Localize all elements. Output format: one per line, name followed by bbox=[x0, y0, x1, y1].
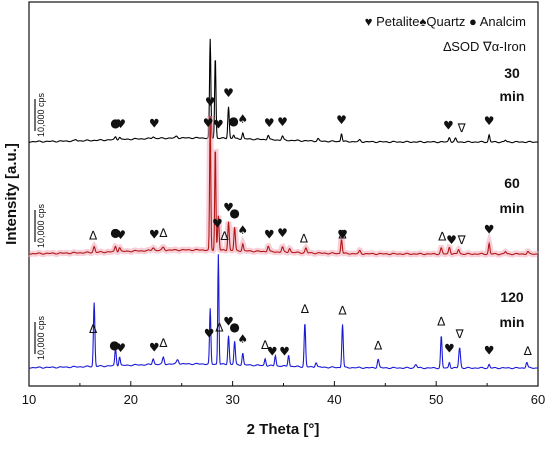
sod-marker: ∆ bbox=[299, 232, 309, 246]
sod-marker: ∆ bbox=[158, 226, 168, 240]
y-axis-title: Intensity [a.u.] bbox=[3, 143, 20, 245]
quartz-marker: ♠ bbox=[237, 112, 248, 126]
petalite-marker: ♥ bbox=[267, 344, 278, 358]
traces-layer bbox=[28, 38, 539, 370]
series-label: 120 bbox=[500, 289, 524, 305]
x-tick-label: 20 bbox=[124, 392, 138, 407]
petalite-marker: ♥ bbox=[484, 114, 495, 128]
series-labels: 30 min 60 min 120 min bbox=[500, 65, 525, 330]
series-label: min bbox=[500, 200, 525, 216]
x-tick-label: 60 bbox=[531, 392, 545, 407]
x-tick-label: 30 bbox=[225, 392, 239, 407]
legend-row-2: ∆SOD ∇α-Iron bbox=[443, 39, 526, 54]
iron-marker: ∇ bbox=[457, 233, 467, 247]
sod-marker: ∆ bbox=[300, 302, 310, 316]
sod-marker: ∆ bbox=[437, 230, 447, 244]
x-tick-label: 10 bbox=[22, 392, 36, 407]
petalite-marker: ♥ bbox=[204, 326, 215, 340]
petalite-marker: ♥ bbox=[203, 116, 214, 130]
scale-bars: 10,000 cps 10,000 cps 10,000 cps bbox=[34, 92, 46, 360]
sod-marker: ∆ bbox=[219, 229, 229, 243]
petalite-marker: ♥ bbox=[443, 119, 454, 133]
petalite-marker: ♥ bbox=[337, 228, 348, 242]
sod-marker: ∆ bbox=[373, 338, 383, 352]
petalite-marker: ♥ bbox=[446, 233, 457, 247]
scale-bar-label: 10,000 cps bbox=[36, 315, 46, 360]
legend-row-1: ♥ Petalite♠Quartz ● Analcim bbox=[365, 14, 526, 29]
iron-marker: ∇ bbox=[457, 121, 467, 135]
petalite-marker: ♥ bbox=[223, 315, 234, 329]
sod-marker: ∆ bbox=[260, 338, 270, 352]
iron-marker: ∇ bbox=[455, 327, 465, 341]
analcim-marker: ● bbox=[229, 206, 239, 220]
petalite-marker: ♥ bbox=[264, 228, 275, 242]
sod-marker: ∆ bbox=[88, 322, 98, 336]
sod-marker: ∆ bbox=[158, 336, 168, 350]
markers-layer: ●♥ ♥ ♥ ♥♥●♠ ♥ ♥ ♥ ♥ ∇♥∆ ●♥ ♥ ∆♥♥∆♥●♠ ♥ ♥ ∆ ♥∆ ∆ ♥ ∇♥∆●♥ ♥ ∆♥… bbox=[88, 86, 533, 359]
petalite-marker: ♥ bbox=[205, 95, 216, 109]
petalite-marker: ♥ bbox=[264, 116, 275, 130]
sod-marker: ∆ bbox=[214, 320, 224, 334]
petalite-marker: ♥ bbox=[115, 117, 126, 131]
analcim-marker: ● bbox=[110, 225, 120, 239]
petalite-marker: ♥ bbox=[444, 342, 455, 356]
trace-120min bbox=[28, 254, 539, 370]
petalite-marker: ♥ bbox=[149, 116, 160, 130]
petalite-marker: ♥ bbox=[277, 226, 288, 240]
x-tick-label: 50 bbox=[429, 392, 443, 407]
x-axis-title: 2 Theta [°] bbox=[247, 421, 320, 438]
analcim-marker: ● bbox=[109, 338, 119, 352]
sod-marker: ∆ bbox=[88, 229, 98, 243]
petalite-marker: ♥ bbox=[336, 113, 347, 127]
trace-30min bbox=[28, 38, 539, 144]
sod-marker: ∆ bbox=[436, 315, 446, 329]
petalite-marker: ♥ bbox=[223, 86, 234, 100]
petalite-marker: ♥ bbox=[213, 117, 224, 131]
petalite-marker: ♥ bbox=[279, 345, 290, 359]
petalite-marker: ♥ bbox=[149, 341, 160, 355]
x-tick-label: 40 bbox=[327, 392, 341, 407]
sod-marker: ∆ bbox=[523, 344, 533, 358]
sod-marker: ∆ bbox=[338, 303, 348, 317]
analcim-marker: ● bbox=[229, 320, 239, 334]
series-label: 60 bbox=[504, 175, 520, 191]
petalite-marker: ♥ bbox=[484, 343, 495, 357]
sod-marker: ∆ bbox=[338, 228, 348, 242]
scale-bar-label: 10,000 cps bbox=[36, 92, 46, 137]
petalite-marker: ♥ bbox=[223, 201, 234, 215]
trace-60min bbox=[28, 116, 539, 256]
series-label: 30 bbox=[504, 65, 520, 81]
legend: ♥ Petalite♠Quartz ● Analcim ∆SOD ∇α-Iron bbox=[365, 14, 526, 54]
quartz-marker: ♠ bbox=[237, 223, 248, 237]
petalite-marker: ♥ bbox=[484, 222, 495, 236]
quartz-marker: ♠ bbox=[237, 332, 248, 346]
x-axis: 10 20 30 40 50 60 bbox=[22, 381, 545, 407]
petalite-marker: ♥ bbox=[149, 228, 160, 242]
series-label: min bbox=[500, 88, 525, 104]
petalite-marker: ♥ bbox=[212, 216, 223, 230]
petalite-marker: ♥ bbox=[115, 341, 126, 355]
petalite-marker: ♥ bbox=[115, 228, 126, 242]
series-label: min bbox=[500, 314, 525, 330]
scale-bar-label: 10,000 cps bbox=[36, 203, 46, 248]
petalite-marker: ♥ bbox=[277, 115, 288, 129]
analcim-marker: ● bbox=[110, 116, 120, 130]
analcim-marker: ● bbox=[228, 114, 238, 128]
